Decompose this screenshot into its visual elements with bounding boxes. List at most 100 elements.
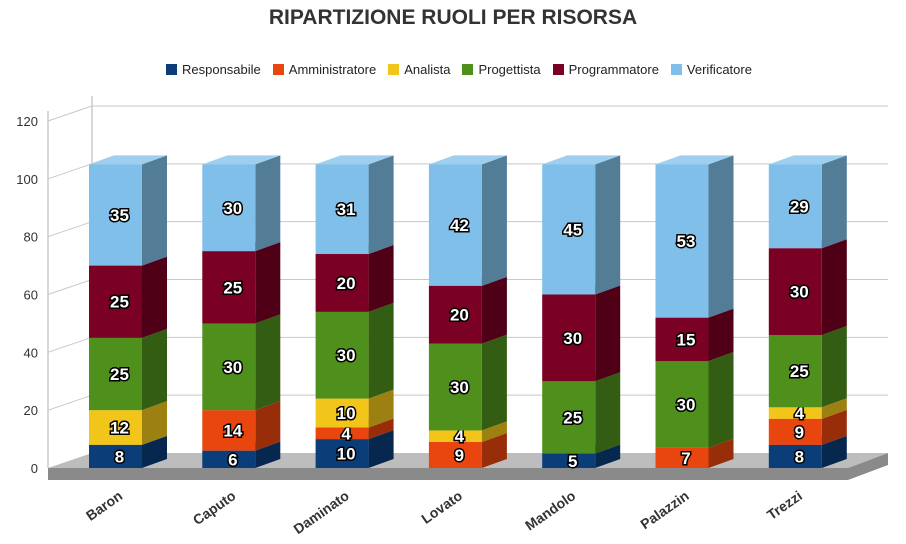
y-tick-label: 0 bbox=[31, 461, 38, 476]
data-label: 30 bbox=[790, 283, 809, 302]
bar-side bbox=[142, 401, 167, 445]
bar-side bbox=[595, 372, 621, 454]
y-tick-label: 20 bbox=[24, 403, 38, 418]
bar-segment: 31 bbox=[315, 155, 394, 255]
bar-segment: 10 bbox=[315, 389, 394, 428]
data-label: 30 bbox=[450, 378, 469, 397]
bar-side bbox=[368, 155, 394, 255]
data-label: 4 bbox=[341, 424, 351, 443]
bar-segment: 30 bbox=[655, 352, 734, 448]
bar-side bbox=[255, 441, 281, 468]
legend-swatch bbox=[272, 64, 284, 75]
data-label: 14 bbox=[223, 421, 242, 440]
bar-front bbox=[542, 164, 596, 295]
data-label: 10 bbox=[337, 445, 356, 464]
bar-side bbox=[368, 302, 394, 399]
legend-swatch bbox=[552, 64, 564, 75]
data-label: 9 bbox=[795, 423, 804, 442]
legend-label: Progettista bbox=[478, 62, 541, 77]
legend-label: Responsabile bbox=[182, 62, 261, 77]
data-label: 5 bbox=[568, 452, 577, 471]
bar-front bbox=[655, 447, 709, 468]
bar-segment: 25 bbox=[89, 256, 167, 338]
data-label: 4 bbox=[455, 427, 465, 446]
bar-front bbox=[428, 285, 482, 344]
bar-front bbox=[655, 164, 709, 318]
data-label: 35 bbox=[110, 206, 129, 225]
bar-front bbox=[542, 294, 596, 382]
bar-front bbox=[768, 334, 822, 408]
bar-top bbox=[202, 155, 281, 165]
data-label: 30 bbox=[223, 199, 242, 218]
bar-front bbox=[89, 444, 142, 468]
bar-side bbox=[481, 421, 507, 442]
bar-segment: 20 bbox=[315, 245, 394, 312]
bar-front bbox=[542, 381, 596, 454]
bar-front bbox=[89, 265, 142, 338]
bar-segment: 45 bbox=[542, 155, 621, 295]
bar-segment: 30 bbox=[315, 302, 394, 399]
bar-front bbox=[428, 430, 482, 442]
bar-side bbox=[481, 276, 507, 344]
bar-segment: 30 bbox=[768, 239, 847, 335]
bar-front bbox=[315, 427, 369, 440]
bar-front bbox=[768, 248, 822, 335]
bar-top bbox=[89, 155, 167, 165]
legend-item: Programmatore bbox=[552, 62, 659, 77]
gridline-diagonal bbox=[47, 279, 93, 295]
bar-segment: 53 bbox=[655, 155, 734, 318]
data-label: 6 bbox=[228, 450, 237, 469]
bar-front bbox=[315, 164, 369, 255]
bar-front bbox=[428, 164, 482, 286]
bar-segment: 25 bbox=[89, 328, 167, 411]
legend-item: Progettista bbox=[462, 62, 541, 77]
legend-item: Analista bbox=[388, 62, 450, 77]
data-label: 45 bbox=[563, 220, 582, 239]
bar-side bbox=[142, 256, 167, 338]
bar-side bbox=[255, 242, 281, 324]
chart-title: RIPARTIZIONE RUOLI PER RISORSA bbox=[268, 6, 638, 29]
data-label: 30 bbox=[223, 358, 242, 377]
legend-swatch bbox=[388, 64, 400, 75]
bar-front bbox=[655, 361, 709, 448]
y-tick-label: 60 bbox=[24, 288, 38, 303]
bar-side bbox=[142, 435, 167, 468]
bar-front bbox=[315, 254, 369, 312]
bar-side bbox=[481, 334, 507, 431]
x-tick-label: Palazzin bbox=[637, 487, 691, 532]
bar-front bbox=[202, 450, 256, 468]
bar-front bbox=[428, 441, 482, 468]
bar-side bbox=[481, 155, 507, 286]
x-tick-label: Caputo bbox=[190, 487, 239, 528]
bar-front bbox=[315, 398, 369, 428]
bar-segment: 30 bbox=[202, 155, 281, 252]
bar-side bbox=[481, 432, 507, 468]
bar-side bbox=[708, 155, 734, 318]
data-label: 20 bbox=[337, 274, 356, 293]
data-label: 29 bbox=[790, 197, 809, 216]
bar-side bbox=[368, 245, 394, 312]
legend-label: Amministratore bbox=[288, 62, 377, 77]
bar-side bbox=[821, 155, 847, 249]
gridline-diagonal bbox=[47, 221, 93, 238]
bar-front bbox=[768, 418, 822, 445]
bar-top bbox=[655, 155, 734, 165]
bar-side bbox=[255, 314, 281, 411]
bar-side bbox=[368, 389, 394, 428]
bar-side bbox=[595, 155, 621, 295]
data-label: 30 bbox=[337, 346, 356, 365]
bar-front bbox=[768, 407, 822, 419]
legend: Responsabile Amministratore Analista Proget… bbox=[166, 62, 764, 77]
bar-side bbox=[255, 155, 281, 252]
bar-front bbox=[89, 337, 142, 411]
bar-side bbox=[708, 308, 734, 362]
y-tick-label: 120 bbox=[16, 114, 38, 129]
data-label: 10 bbox=[337, 404, 356, 423]
y-tick-label: 40 bbox=[24, 345, 38, 360]
bar-front bbox=[768, 164, 822, 249]
legend-label: Analista bbox=[404, 62, 451, 77]
gridline-diagonal bbox=[47, 336, 93, 353]
data-label: 25 bbox=[110, 365, 129, 384]
x-tick-label: Baron bbox=[83, 487, 125, 523]
bar-front bbox=[542, 453, 596, 468]
